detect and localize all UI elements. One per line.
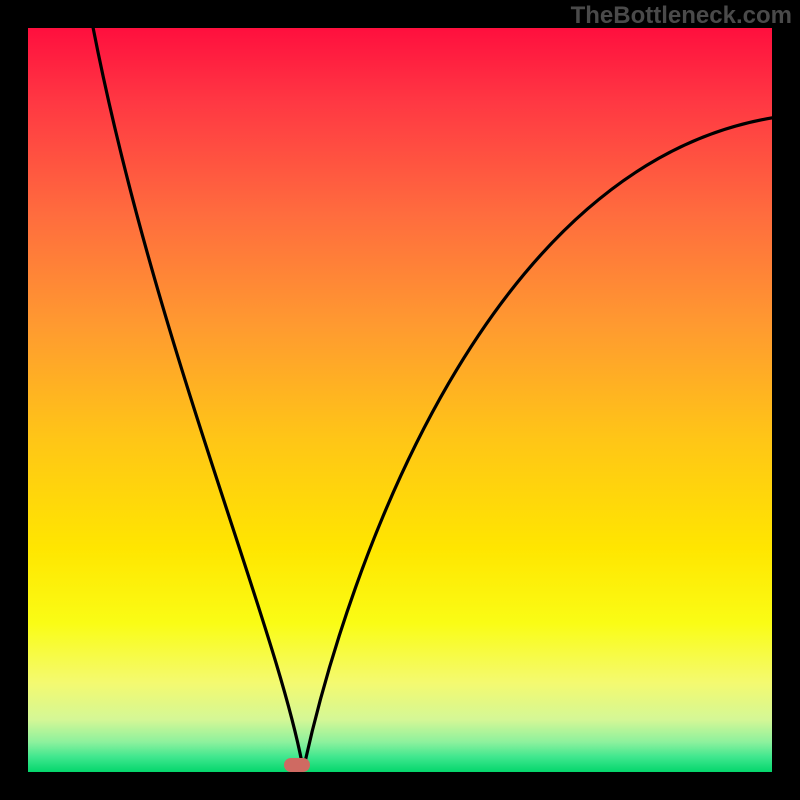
plot-area: [28, 28, 772, 772]
curve-path: [88, 28, 772, 770]
chart-stage: TheBottleneck.com: [0, 0, 800, 800]
bottleneck-curve: [28, 28, 772, 772]
watermark-text: TheBottleneck.com: [571, 2, 792, 30]
min-marker: [284, 758, 310, 772]
